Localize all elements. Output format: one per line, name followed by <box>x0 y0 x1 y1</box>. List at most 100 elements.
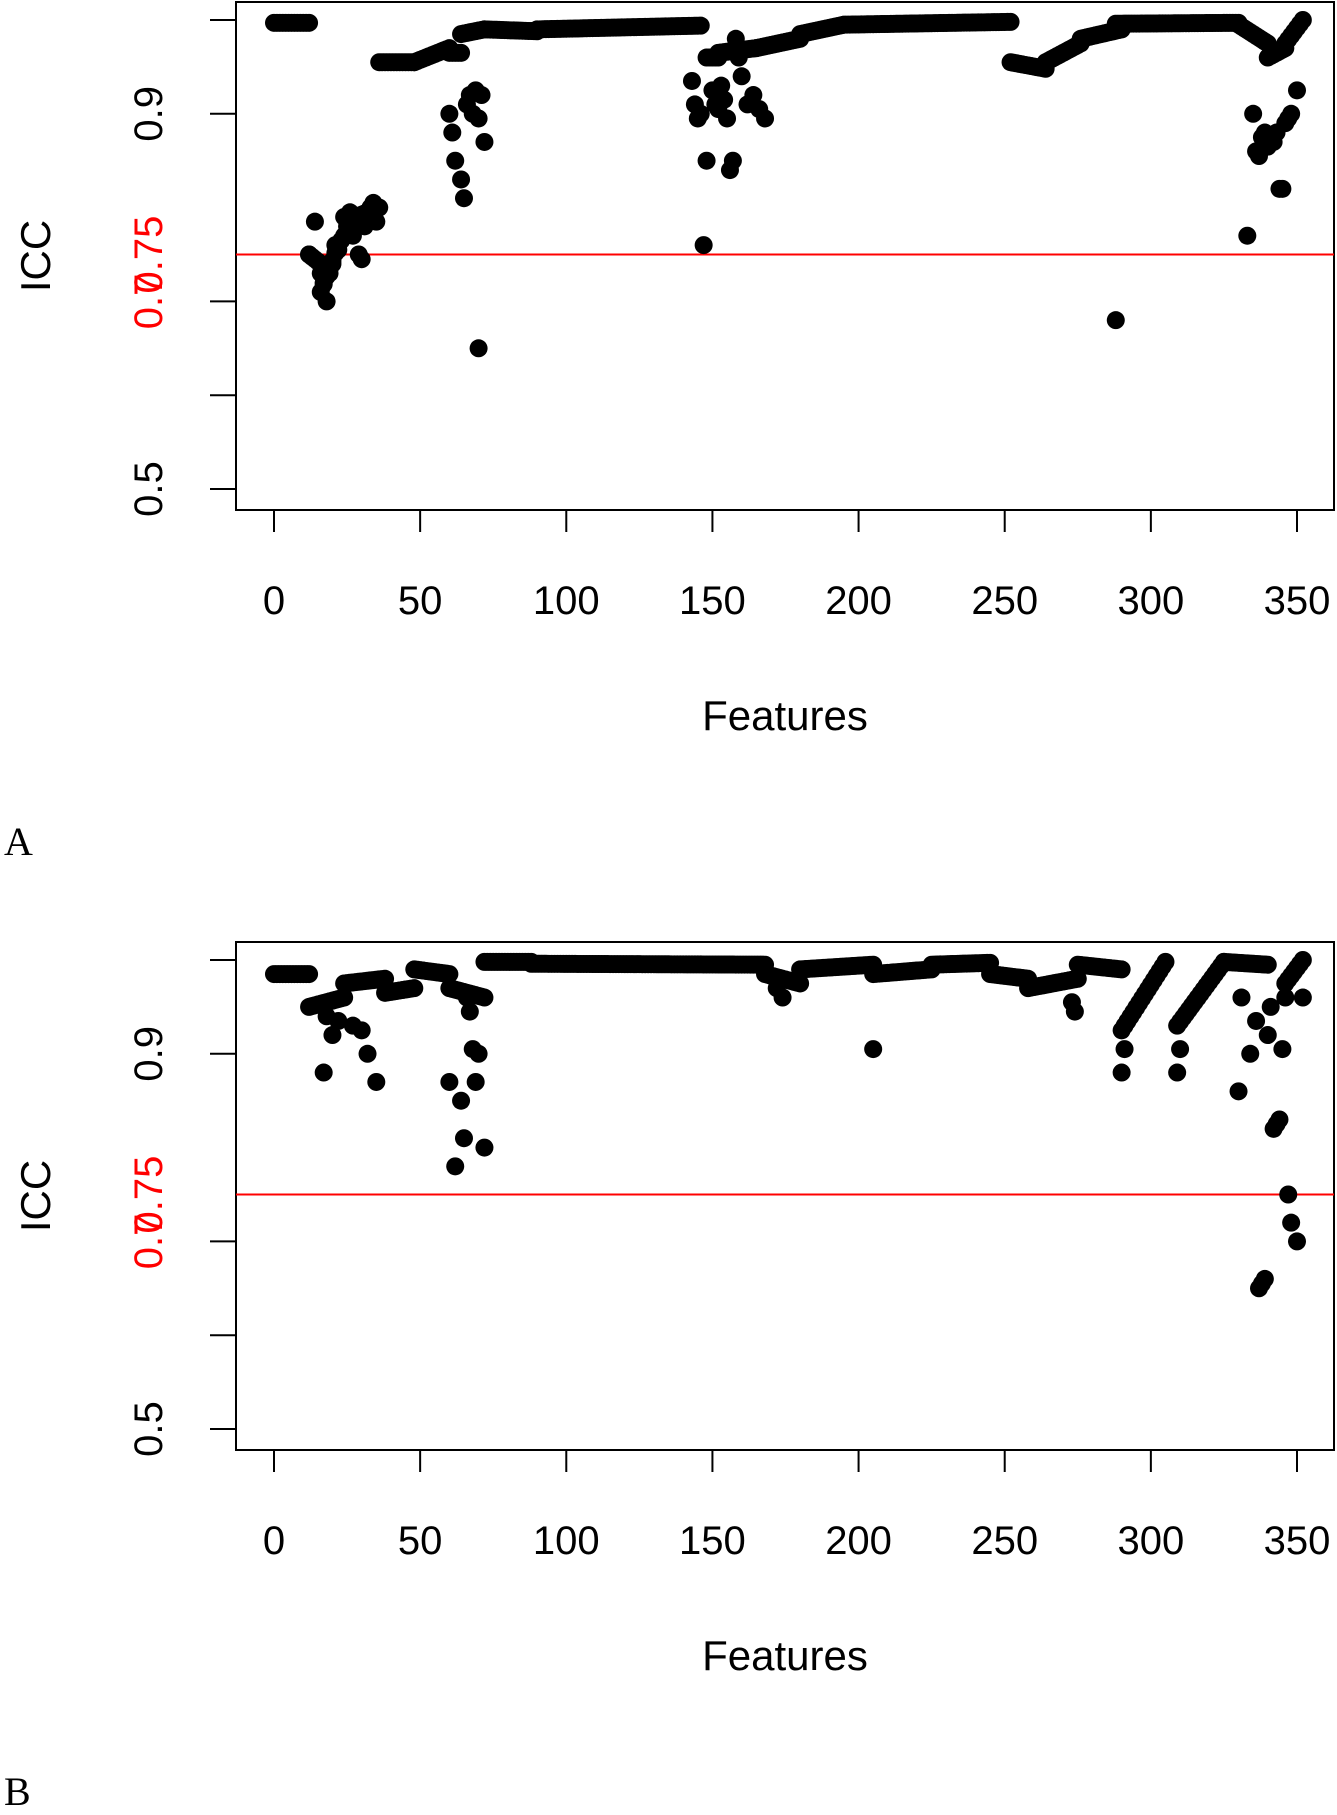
data-point <box>323 1026 342 1045</box>
chart-a-svg: 0 50 100 150 200 250 300 350 0.5 0.9 0.70.75 Featur… <box>12 1 1335 739</box>
y-tick-label: 0.9 <box>127 1026 171 1082</box>
data-point <box>1261 997 1280 1016</box>
x-tick-label: 150 <box>679 1519 746 1563</box>
data-point <box>475 132 494 151</box>
data-point <box>472 86 491 105</box>
data-point <box>460 1002 479 1021</box>
data-point <box>314 1063 333 1082</box>
data-point <box>1115 1040 1134 1059</box>
x-tick-label: 100 <box>533 1519 600 1563</box>
x-tick-label: 350 <box>1264 579 1331 623</box>
data-point <box>335 988 354 1007</box>
data-point <box>1241 1044 1260 1063</box>
x-tick-label: 250 <box>971 1519 1038 1563</box>
x-tick-label: 50 <box>398 579 443 623</box>
data-point <box>1112 1063 1131 1082</box>
data-point <box>1068 969 1087 988</box>
data-point <box>718 109 737 128</box>
data-point <box>440 1072 459 1091</box>
data-point <box>691 104 710 123</box>
x-tick-label: 200 <box>825 579 892 623</box>
chart-panel-a: 0 50 100 150 200 250 300 350 0.5 0.9 0.7 0.75 Featur… <box>0 0 1337 864</box>
data-point <box>1288 1232 1306 1251</box>
data-point <box>1238 226 1257 245</box>
y-tick-label: 0.5 <box>127 461 171 517</box>
data-point <box>364 193 383 212</box>
plot-frame <box>235 1 1335 511</box>
x-tick-label: 150 <box>679 579 746 623</box>
data-point <box>317 292 336 311</box>
data-point <box>1106 311 1125 330</box>
data-point <box>1065 1002 1084 1021</box>
x-tick-label: 50 <box>398 1519 443 1563</box>
data-point <box>323 254 342 273</box>
data-point <box>358 1044 377 1063</box>
data-point <box>1168 1063 1187 1082</box>
x-tick-label: 0 <box>263 579 285 623</box>
data-point <box>1282 104 1301 123</box>
data-point <box>305 212 324 231</box>
x-axis-title: Features <box>702 1632 868 1679</box>
y-axis-title: ICC <box>12 1160 59 1232</box>
data-point <box>1293 988 1312 1007</box>
data-point <box>454 1129 473 1148</box>
y-tick-label: 0.7 <box>127 274 171 330</box>
data-point <box>712 76 731 95</box>
data-point <box>469 1044 488 1063</box>
data-point <box>691 16 710 35</box>
data-point <box>1112 960 1131 979</box>
data-point <box>440 965 459 984</box>
data-point <box>367 1072 386 1091</box>
y-tick-label: 0.5 <box>127 1401 171 1457</box>
data-point <box>329 240 348 259</box>
x-tick-label: 350 <box>1264 1519 1331 1563</box>
data-point <box>1258 955 1277 974</box>
data-point <box>1255 1269 1274 1288</box>
plot-frame <box>235 941 1335 1451</box>
data-point <box>1247 1011 1266 1030</box>
y-axis-title: ICC <box>12 220 59 292</box>
x-tick-label: 300 <box>1117 579 1184 623</box>
data-point <box>1273 1040 1292 1059</box>
reference-line-label: 0.75 <box>127 1156 171 1234</box>
data-point <box>732 67 751 86</box>
reference-line-label: 0.75 <box>127 216 171 294</box>
x-tick-label: 300 <box>1117 1519 1184 1563</box>
data-point <box>300 245 319 264</box>
chart-panel-b: 0 50 100 150 200 250 300 350 0.5 0.9 0.7 0.75 Featur… <box>0 940 1337 1814</box>
data-point <box>475 988 494 1007</box>
x-tick-label: 250 <box>971 579 1038 623</box>
data-point <box>452 170 471 189</box>
data-point <box>1282 1213 1301 1232</box>
x-tick-label: 200 <box>825 1519 892 1563</box>
data-point <box>446 1157 465 1176</box>
data-point <box>1288 81 1306 100</box>
data-point <box>864 1040 883 1059</box>
data-point <box>694 236 713 255</box>
data-point <box>756 109 775 128</box>
panel-label: B <box>4 1769 31 1814</box>
data-point <box>452 1091 471 1110</box>
data-point <box>697 151 716 170</box>
y-tick-label: 0.7 <box>127 1214 171 1270</box>
data-point <box>300 965 319 984</box>
data-point <box>1229 1082 1248 1101</box>
data-point <box>443 123 462 142</box>
data-point <box>452 43 471 62</box>
x-tick-label: 0 <box>263 1519 285 1563</box>
data-point <box>1273 179 1292 198</box>
data-point <box>352 1021 371 1040</box>
panel-label: A <box>4 819 33 864</box>
data-point <box>1171 1040 1190 1059</box>
data-point <box>300 13 319 32</box>
data-point <box>729 48 748 67</box>
data-point <box>726 29 745 48</box>
data-point <box>446 151 465 170</box>
data-point <box>466 1072 485 1091</box>
data-point <box>715 90 734 109</box>
data-point <box>1276 988 1295 1007</box>
data-point <box>440 104 459 123</box>
data-point <box>1232 988 1251 1007</box>
data-point <box>457 988 476 1007</box>
data-point <box>1270 1110 1289 1129</box>
